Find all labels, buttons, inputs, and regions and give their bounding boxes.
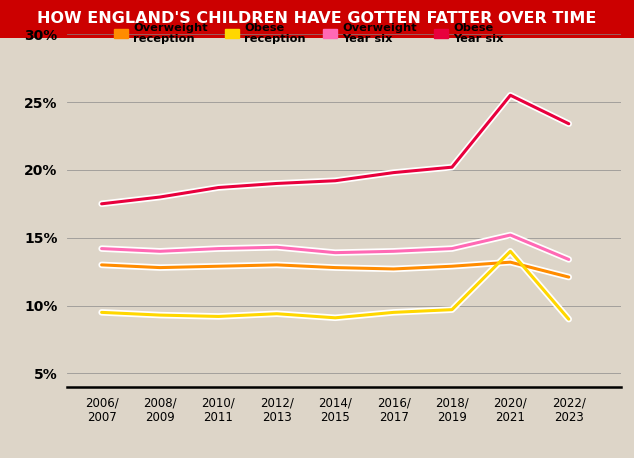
Text: HOW ENGLAND'S CHILDREN HAVE GOTTEN FATTER OVER TIME: HOW ENGLAND'S CHILDREN HAVE GOTTEN FATTE…	[37, 11, 597, 26]
Legend: Overweight
reception, Obese
reception, Overweight
Year six, Obese
Year six: Overweight reception, Obese reception, O…	[114, 22, 504, 44]
